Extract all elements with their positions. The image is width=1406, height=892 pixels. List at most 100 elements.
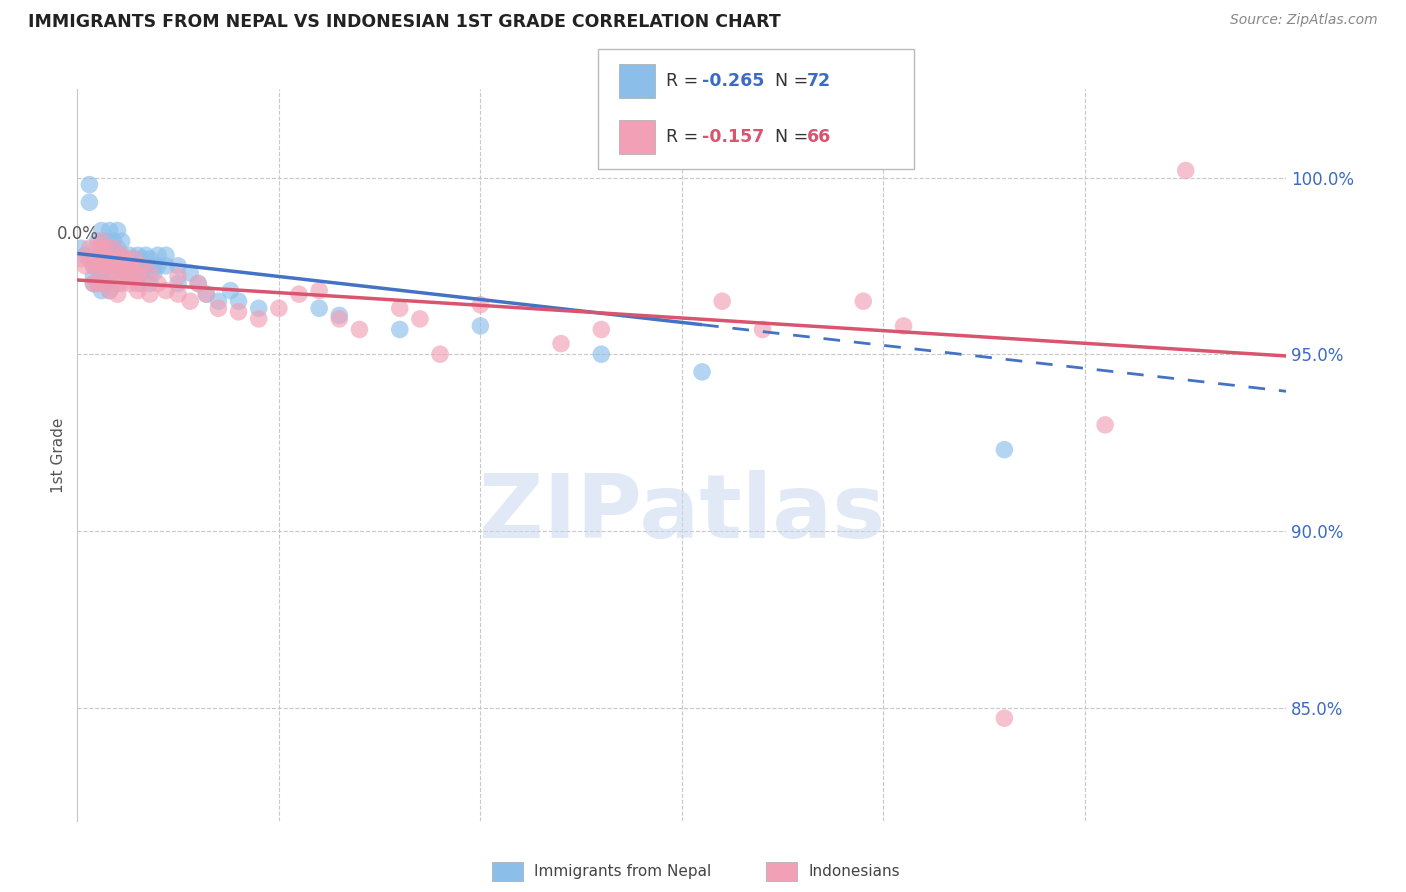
Point bbox=[107, 277, 129, 291]
Point bbox=[127, 277, 149, 291]
Text: ZIPatlas: ZIPatlas bbox=[479, 470, 884, 557]
Point bbox=[94, 277, 117, 291]
Point bbox=[187, 277, 209, 291]
Point bbox=[107, 252, 129, 266]
Text: Source: ZipAtlas.com: Source: ZipAtlas.com bbox=[1230, 13, 1378, 28]
Point bbox=[308, 301, 330, 316]
Point bbox=[82, 277, 104, 291]
Point bbox=[111, 277, 134, 291]
Point bbox=[690, 365, 713, 379]
Text: Immigrants from Nepal: Immigrants from Nepal bbox=[534, 864, 711, 879]
Point bbox=[107, 266, 129, 280]
Point bbox=[135, 248, 157, 262]
Text: 66: 66 bbox=[807, 128, 831, 146]
Point bbox=[228, 294, 250, 309]
Point bbox=[90, 252, 112, 266]
Point bbox=[86, 277, 108, 291]
Point bbox=[139, 287, 162, 301]
Point bbox=[146, 259, 169, 273]
Point bbox=[195, 287, 218, 301]
Text: N =: N = bbox=[775, 72, 814, 90]
Point bbox=[79, 195, 101, 210]
Point bbox=[122, 266, 145, 280]
Point bbox=[349, 322, 371, 336]
Text: N =: N = bbox=[775, 128, 814, 146]
Point bbox=[711, 294, 734, 309]
Point bbox=[90, 223, 112, 237]
Point bbox=[267, 301, 290, 316]
Point bbox=[118, 259, 141, 273]
Point bbox=[207, 301, 229, 316]
Point bbox=[103, 241, 125, 255]
Point bbox=[98, 284, 121, 298]
Point bbox=[86, 259, 108, 273]
Point bbox=[328, 311, 350, 326]
Text: -0.265: -0.265 bbox=[702, 72, 763, 90]
Point bbox=[155, 248, 177, 262]
Point bbox=[247, 301, 270, 316]
Point bbox=[103, 234, 125, 248]
Point bbox=[852, 294, 875, 309]
Point bbox=[98, 252, 121, 266]
Point bbox=[98, 266, 121, 280]
Point bbox=[409, 311, 432, 326]
Point bbox=[98, 241, 121, 255]
Point bbox=[308, 284, 330, 298]
Point bbox=[139, 252, 162, 266]
Text: R =: R = bbox=[666, 72, 704, 90]
Point bbox=[118, 277, 141, 291]
Point bbox=[118, 259, 141, 273]
Point bbox=[90, 284, 112, 298]
Point bbox=[167, 269, 190, 284]
Point bbox=[98, 284, 121, 298]
Point bbox=[1094, 417, 1116, 432]
Point bbox=[94, 259, 117, 273]
Point bbox=[94, 277, 117, 291]
Point bbox=[388, 301, 411, 316]
Point bbox=[82, 259, 104, 273]
Point bbox=[114, 252, 136, 266]
Point bbox=[591, 322, 613, 336]
Point bbox=[114, 266, 136, 280]
Point bbox=[127, 266, 149, 280]
Point bbox=[122, 252, 145, 266]
Point bbox=[388, 322, 411, 336]
Point bbox=[82, 269, 104, 284]
Point bbox=[79, 178, 101, 192]
Point bbox=[94, 259, 117, 273]
Point bbox=[247, 311, 270, 326]
Point bbox=[114, 266, 136, 280]
Point bbox=[94, 234, 117, 248]
Point bbox=[79, 241, 101, 255]
Point bbox=[751, 322, 773, 336]
Point bbox=[155, 259, 177, 273]
Point bbox=[550, 336, 572, 351]
Point bbox=[122, 252, 145, 266]
Point bbox=[470, 298, 492, 312]
Point bbox=[1174, 163, 1197, 178]
Text: Indonesians: Indonesians bbox=[808, 864, 900, 879]
Point bbox=[127, 259, 149, 273]
Point bbox=[167, 277, 190, 291]
Point bbox=[107, 241, 129, 255]
Point bbox=[142, 259, 165, 273]
Y-axis label: 1st Grade: 1st Grade bbox=[51, 417, 66, 492]
Point bbox=[195, 287, 218, 301]
Text: -0.157: -0.157 bbox=[702, 128, 763, 146]
Point bbox=[122, 266, 145, 280]
Point bbox=[139, 277, 162, 291]
Point bbox=[131, 252, 153, 266]
Point bbox=[135, 259, 157, 273]
Point bbox=[228, 305, 250, 319]
Point bbox=[86, 277, 108, 291]
Point bbox=[75, 259, 97, 273]
Point bbox=[111, 234, 134, 248]
Point bbox=[86, 248, 108, 262]
Point bbox=[90, 266, 112, 280]
Point bbox=[94, 248, 117, 262]
Point bbox=[127, 248, 149, 262]
Point bbox=[288, 287, 311, 301]
Point bbox=[98, 223, 121, 237]
Point bbox=[893, 318, 915, 333]
Point bbox=[219, 284, 242, 298]
